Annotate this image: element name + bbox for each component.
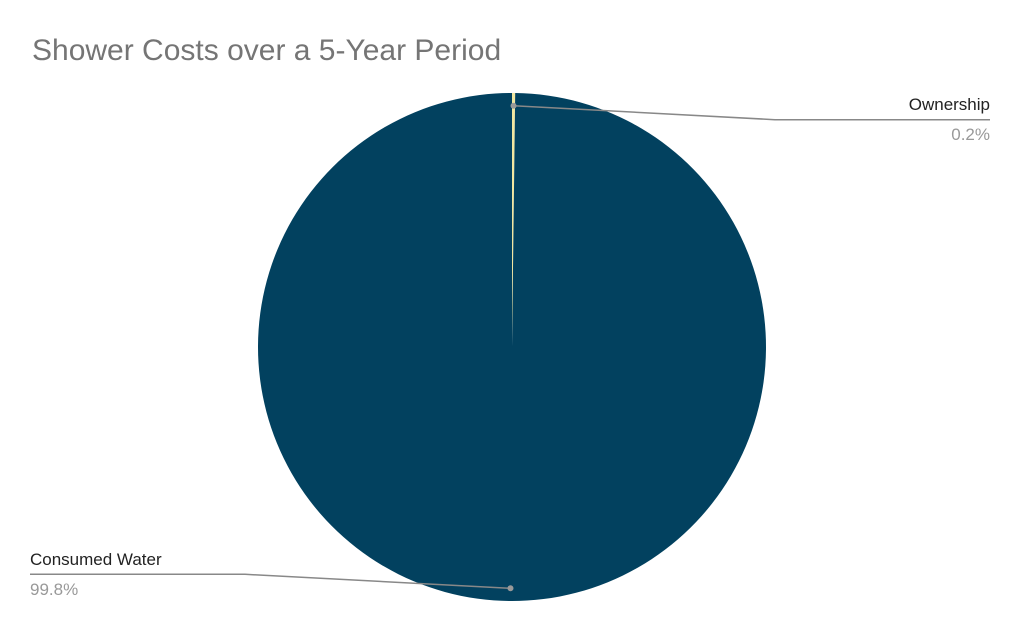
slice-value-label: 0.2%: [951, 125, 990, 144]
leader-dot: [507, 585, 514, 592]
leader-dot: [510, 102, 517, 109]
slice-value-label: 99.8%: [30, 580, 78, 599]
slice-label: Ownership: [909, 95, 990, 114]
leader-line: [30, 573, 511, 590]
slice-label: Consumed Water: [30, 550, 162, 569]
leader-line: [513, 104, 990, 121]
pie-slice: [257, 93, 766, 601]
chart-title: Shower Costs over a 5-Year Period: [32, 34, 501, 67]
pie-slice: [512, 93, 516, 347]
